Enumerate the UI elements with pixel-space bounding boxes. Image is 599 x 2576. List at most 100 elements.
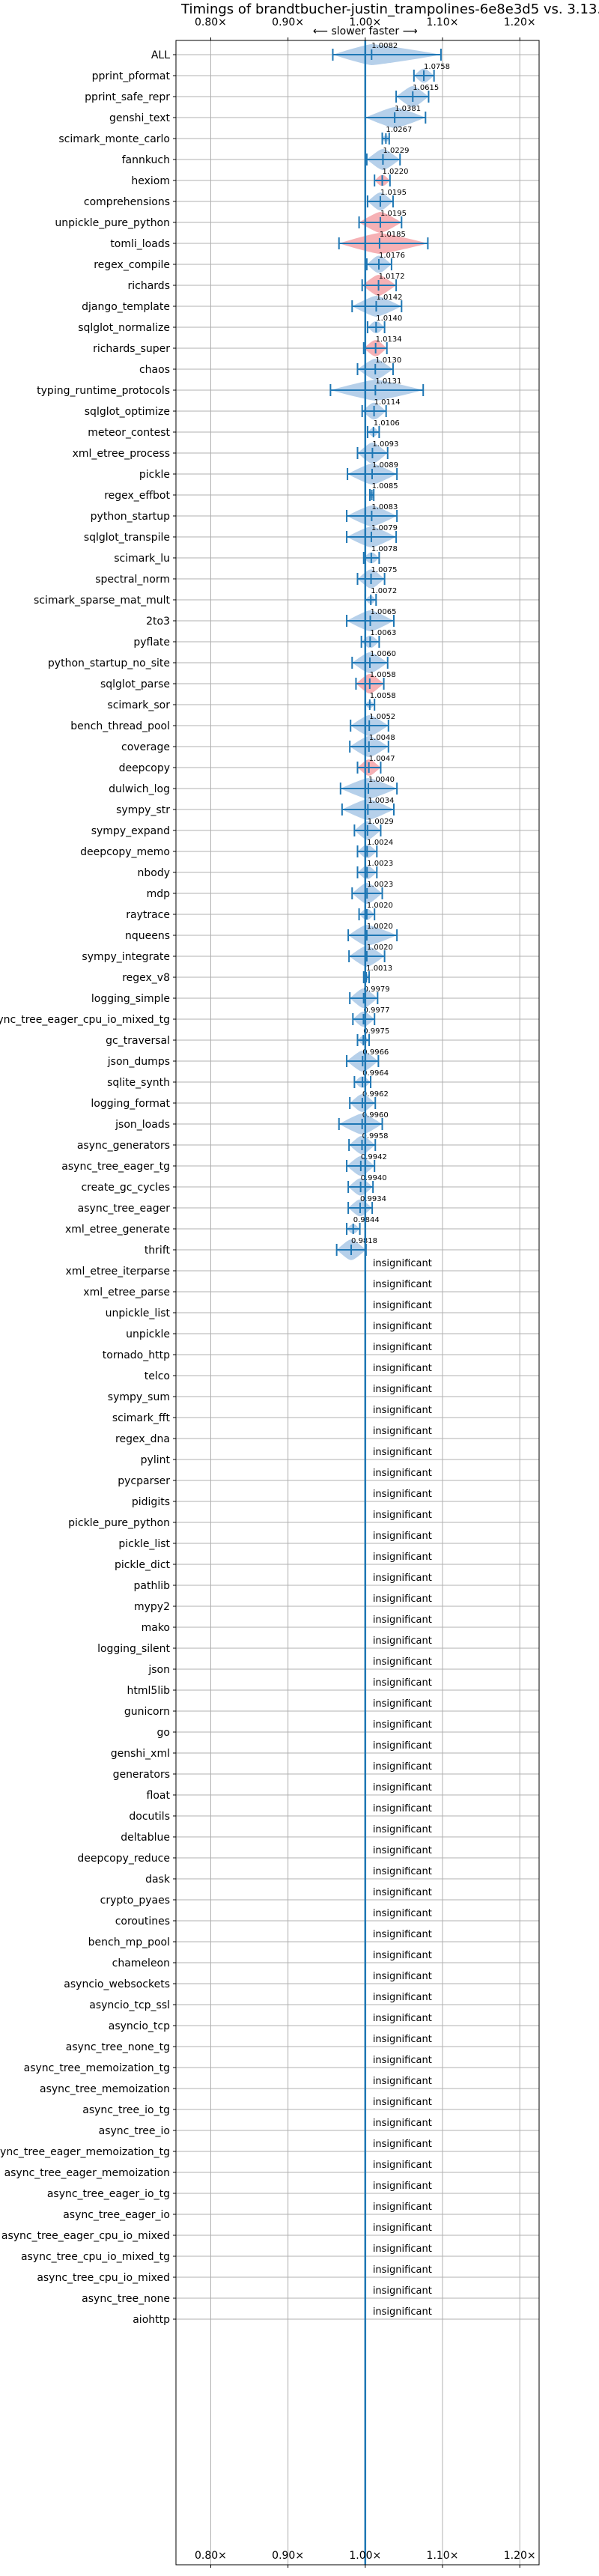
y-tick-label-hexiom: hexiom xyxy=(131,175,170,187)
value-label-raytrace: 1.0020 xyxy=(367,902,393,910)
y-tick-label-asyncio-tcp-ssl: asyncio_tcp_ssl xyxy=(89,1999,170,2011)
y-tick-label-sympy-str: sympy_str xyxy=(116,804,170,816)
x-tick-label-bottom: 0.90× xyxy=(272,2550,304,2562)
y-tick-label-all: ALL xyxy=(151,49,170,61)
axes-layer: 0.80× 0.80× 0.90× 0.90× 1.00× 1.00× 1.10× 1.10×… xyxy=(0,16,536,2568)
y-tick-label-regex-effbot: regex_effbot xyxy=(104,490,170,502)
y-tick-label-pickle-dict: pickle_dict xyxy=(115,1559,171,1571)
y-tick-label-dulwich-log: dulwich_log xyxy=(109,783,170,795)
value-label-scimark-sparse-mat-mult: 1.0072 xyxy=(371,587,397,595)
y-tick-label-json-dumps: json_dumps xyxy=(107,1056,170,1068)
y-tick-label-richards: richards xyxy=(128,280,171,292)
y-tick-label-scimark-sor: scimark_sor xyxy=(107,699,170,711)
y-tick-label-xml-etree-process: xml_etree_process xyxy=(73,448,170,460)
insignificant-label-docutils: insignificant xyxy=(373,1803,432,1814)
y-tick-label-pprint-safe-repr: pprint_safe_repr xyxy=(85,91,170,103)
y-tick-label-pickle-list: pickle_list xyxy=(118,1538,170,1550)
y-tick-label-telco: telco xyxy=(145,1370,170,1382)
y-tick-label-nqueens: nqueens xyxy=(125,930,170,942)
value-label-typing-runtime-protocols: 1.0131 xyxy=(375,377,401,386)
value-label-xml-etree-process: 1.0093 xyxy=(372,440,398,449)
value-label-pyflate: 1.0063 xyxy=(370,629,396,637)
y-tick-label-richards-super: richards_super xyxy=(93,343,170,355)
value-label-comprehensions: 1.0195 xyxy=(380,189,407,197)
y-tick-label-sqlglot-parse: sqlglot_parse xyxy=(100,678,170,690)
value-label-create-gc-cycles: 0.9940 xyxy=(361,1174,387,1182)
insignificant-label-asyncio-websockets: insignificant xyxy=(373,1971,432,1982)
y-tick-label-gc-traversal: gc_traversal xyxy=(106,1035,170,1047)
value-label-nqueens: 1.0020 xyxy=(367,923,393,931)
y-tick-label-async-tree-eager-cpu-io-mixed: async_tree_eager_cpu_io_mixed xyxy=(1,2230,170,2242)
value-label-genshi-text: 1.0381 xyxy=(395,105,421,113)
y-tick-label-python-startup: python_startup xyxy=(91,511,170,523)
y-tick-label-regex-dna: regex_dna xyxy=(115,1433,170,1445)
y-tick-label-unpickle: unpickle xyxy=(126,1328,170,1340)
insignificant-label-async-tree-io: insignificant xyxy=(373,2118,432,2129)
insignificant-label-chameleon: insignificant xyxy=(373,1950,432,1961)
value-label-async-tree-eager: 0.9934 xyxy=(360,1195,386,1203)
insignificant-label-deltablue: insignificant xyxy=(373,1824,432,1835)
value-label-sqlglot-optimize: 1.0114 xyxy=(374,398,401,407)
value-label-coverage: 1.0048 xyxy=(369,734,395,742)
y-tick-label-async-tree-cpu-io-mixed-tg: async_tree_cpu_io_mixed_tg xyxy=(21,2251,170,2263)
insignificant-label-pickle-list: insignificant xyxy=(373,1531,432,1542)
value-label-json-dumps: 0.9966 xyxy=(362,1048,389,1057)
value-label-python-startup-no-site: 1.0060 xyxy=(370,650,396,658)
insignificant-label-async-tree-memoization: insignificant xyxy=(373,2076,432,2087)
value-label-sqlglot-normalize: 1.0140 xyxy=(376,315,402,323)
y-tick-label-generators: generators xyxy=(113,1769,170,1781)
insignificant-label-async-tree-eager-memoization-tg: insignificant xyxy=(373,2139,432,2150)
y-tick-label-sympy-integrate: sympy_integrate xyxy=(82,951,170,963)
insignificant-label-unpickle-list: insignificant xyxy=(373,1300,432,1311)
value-label-unpickle-pure-python: 1.0195 xyxy=(380,210,407,218)
y-tick-label-2to3: 2to3 xyxy=(146,616,170,628)
y-tick-label-pathlib: pathlib xyxy=(134,1580,171,1592)
x-tick-label-top: 1.00× xyxy=(349,16,381,28)
y-tick-label-async-tree-eager-cpu-io-mixed-tg: async_tree_eager_cpu_io_mixed_tg xyxy=(0,1014,170,1026)
value-label-richards-super: 1.0134 xyxy=(376,335,402,344)
y-tick-label-async-tree-cpu-io-mixed: async_tree_cpu_io_mixed xyxy=(37,2272,170,2284)
insignificant-label-aiohttp: insignificant xyxy=(373,2306,432,2318)
value-label-python-startup: 1.0083 xyxy=(371,503,398,511)
insignificant-label-sympy-sum: insignificant xyxy=(373,1384,432,1395)
value-label-deepcopy-memo: 1.0024 xyxy=(367,839,393,847)
value-label-pprint-pformat: 1.0758 xyxy=(424,63,450,71)
insignificant-label-mypy2: insignificant xyxy=(373,1594,432,1605)
y-tick-label-meteor-contest: meteor_contest xyxy=(88,427,170,439)
value-label-pprint-safe-repr: 1.0615 xyxy=(413,84,439,92)
insignificant-label-xml-etree-iterparse: insignificant xyxy=(373,1258,432,1269)
value-label-async-generators: 0.9958 xyxy=(362,1132,388,1140)
insignificant-label-dask: insignificant xyxy=(373,1866,432,1877)
y-tick-label-async-tree-none: async_tree_none xyxy=(82,2293,170,2305)
y-tick-label-gunicorn: gunicorn xyxy=(124,1706,170,1718)
insignificant-label-pidigits: insignificant xyxy=(373,1489,432,1500)
y-tick-label-float: float xyxy=(147,1790,171,1802)
insignificant-label-async-tree-none: insignificant xyxy=(373,2285,432,2297)
insignificant-label-coroutines: insignificant xyxy=(373,1908,432,1919)
x-tick-label-bottom: 1.10× xyxy=(427,2550,459,2562)
grid-layer xyxy=(176,40,539,2565)
insignificant-label-telco: insignificant xyxy=(373,1363,432,1374)
value-label-fannkuch: 1.0229 xyxy=(383,147,409,155)
insignificant-label-scimark-fft: insignificant xyxy=(373,1405,432,1416)
y-tick-label-mdp: mdp xyxy=(147,888,171,900)
insignificant-label-async-tree-eager-cpu-io-mixed: insignificant xyxy=(373,2223,432,2234)
y-tick-label-deepcopy-reduce: deepcopy_reduce xyxy=(77,1853,170,1865)
y-tick-label-deepcopy-memo: deepcopy_memo xyxy=(80,846,170,858)
x-tick-label-top: 0.80× xyxy=(195,16,227,28)
y-tick-label-async-tree-eager-tg: async_tree_eager_tg xyxy=(61,1161,170,1173)
x-tick-label-bottom: 1.00× xyxy=(349,2550,381,2562)
insignificant-label-async-tree-none-tg: insignificant xyxy=(373,2034,432,2045)
insignificant-label-async-tree-eager-io: insignificant xyxy=(373,2202,432,2213)
insignificant-label-regex-dna: insignificant xyxy=(373,1426,432,1437)
y-tick-label-aiohttp: aiohttp xyxy=(133,2314,170,2326)
value-label-sqlglot-parse: 1.0058 xyxy=(370,671,396,679)
value-label-sympy-expand: 1.0029 xyxy=(368,818,394,826)
y-tick-label-dask: dask xyxy=(145,1874,171,1886)
x-tick-label-top: 0.90× xyxy=(272,16,304,28)
chart-title: Timings of brandtbucher-justin_trampolin… xyxy=(0,1,599,19)
y-tick-label-pylint: pylint xyxy=(141,1454,171,1466)
y-tick-label-logging-silent: logging_silent xyxy=(97,1643,170,1655)
insignificant-label-crypto-pyaes: insignificant xyxy=(373,1887,432,1898)
insignificant-label-float: insignificant xyxy=(373,1782,432,1793)
